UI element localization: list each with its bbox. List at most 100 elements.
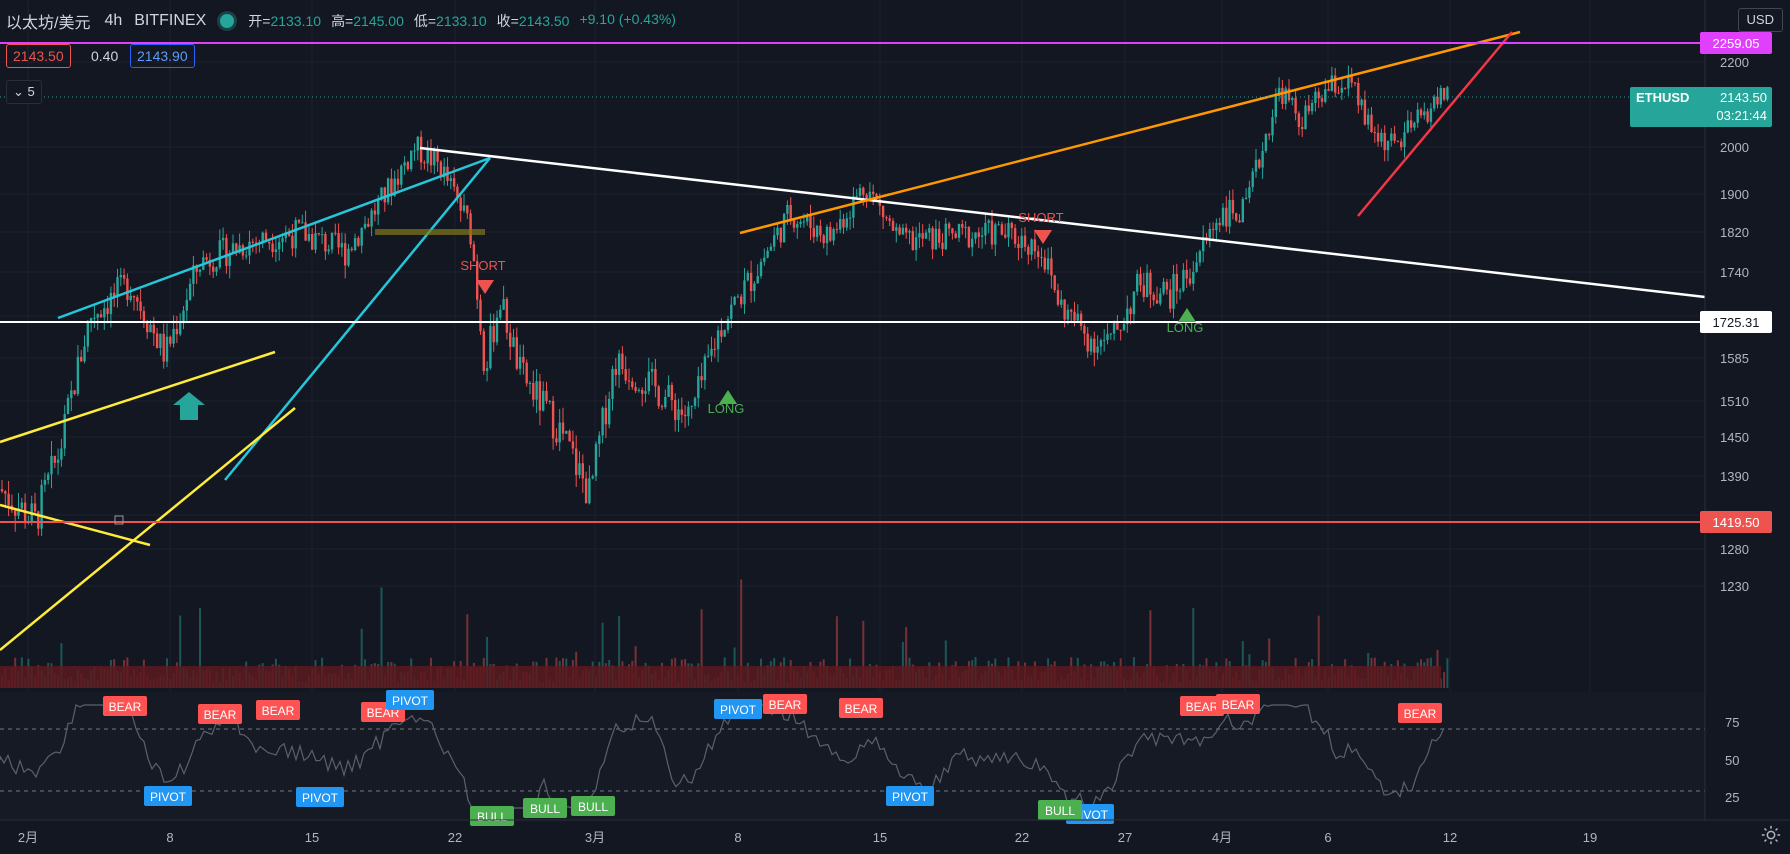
- candle-body: [1050, 258, 1053, 276]
- candle-body: [641, 390, 644, 394]
- candle-body: [37, 511, 40, 529]
- candle-body: [423, 162, 426, 164]
- candle-body: [116, 277, 119, 297]
- currency-button[interactable]: USD: [1737, 8, 1783, 32]
- price-scale-label: 1820: [1720, 225, 1749, 240]
- candle-body: [1419, 109, 1423, 116]
- candle-body: [1159, 293, 1162, 304]
- price-scale-label: 1230: [1720, 579, 1749, 594]
- candle-body: [654, 368, 657, 387]
- osc-label-text: PIVOT: [150, 790, 187, 804]
- candle-body: [1264, 134, 1268, 151]
- candle-body: [363, 223, 367, 229]
- candle-body: [518, 356, 522, 369]
- candle-body: [281, 238, 284, 243]
- candle-body: [228, 254, 231, 266]
- candle-body: [466, 205, 469, 214]
- candle-body: [914, 237, 918, 250]
- osc-label-text: PIVOT: [302, 791, 339, 805]
- white-resistance: [419, 146, 1706, 299]
- volume-bar: [618, 616, 621, 688]
- candle-body: [221, 237, 225, 241]
- time-axis-label: 12: [1443, 830, 1457, 845]
- candle-body: [1060, 299, 1063, 305]
- candle-body: [660, 406, 664, 408]
- candle-body: [1198, 251, 1202, 263]
- low-label: 低=: [413, 13, 437, 29]
- candle-body: [1350, 74, 1353, 83]
- osc-label-box: [296, 787, 344, 807]
- osc-signal-label: PIVOT: [296, 787, 344, 807]
- anchor-marker: [114, 515, 124, 525]
- candle-body: [1413, 122, 1416, 128]
- candles: [0, 65, 1449, 537]
- gear-icon[interactable]: [1760, 824, 1782, 846]
- candle-body: [631, 381, 634, 388]
- buy-price-button[interactable]: 2143.90: [130, 44, 195, 68]
- candle-body: [142, 311, 146, 323]
- candle-body: [842, 219, 845, 228]
- sell-price-button[interactable]: 2143.50: [6, 44, 71, 68]
- candle-body: [545, 390, 548, 402]
- candle-body: [885, 217, 888, 219]
- candle-body: [1284, 88, 1287, 104]
- candle-body: [815, 225, 819, 238]
- candle-body: [1317, 91, 1320, 99]
- osc-label-text: BEAR: [769, 698, 802, 712]
- candle-body: [578, 463, 581, 475]
- candle-body: [855, 196, 858, 198]
- candle-body: [1073, 311, 1076, 321]
- candle-body: [1099, 340, 1103, 347]
- indicators-collapse-button[interactable]: ⌄ 5: [6, 80, 42, 104]
- candle-body: [1287, 88, 1291, 101]
- volume-bar: [601, 622, 604, 688]
- time-axis-label: 3月: [585, 830, 605, 845]
- candle-body: [419, 136, 423, 163]
- candle-body: [535, 381, 538, 400]
- signal-label: SHORT: [460, 258, 505, 273]
- candle-body: [1271, 117, 1274, 136]
- candle-body: [1320, 98, 1324, 102]
- candle-body: [7, 493, 10, 506]
- symbol-title[interactable]: 以太坊/美元: [6, 15, 91, 32]
- candle-body: [301, 222, 304, 224]
- chart-header: 以太坊/美元 4h BITFINEX 开=2133.10 高=2145.00 低…: [6, 10, 676, 32]
- candle-body: [1274, 95, 1277, 118]
- candle-body: [806, 214, 809, 222]
- candle-body: [637, 390, 641, 392]
- candle-body: [1040, 256, 1043, 258]
- osc-label-box: [523, 798, 567, 818]
- candle-body: [743, 280, 746, 305]
- candle-body: [76, 356, 80, 395]
- candle-body: [1386, 140, 1390, 151]
- ohlc-values: 开=2133.10 高=2145.00 低=2133.10 收=2143.50 …: [248, 11, 676, 31]
- candle-body: [66, 398, 70, 414]
- candle-body: [1409, 120, 1413, 128]
- timeframe-label[interactable]: 4h: [104, 12, 123, 29]
- high-label: 高=: [331, 13, 354, 29]
- candle-body: [70, 390, 73, 399]
- candle-body: [377, 199, 380, 215]
- candle-body: [215, 267, 218, 272]
- candle-body: [1406, 120, 1409, 133]
- candle-body: [604, 407, 608, 425]
- candle-body: [687, 406, 690, 417]
- osc-label-text: BULL: [477, 810, 507, 824]
- candle-body: [713, 348, 716, 350]
- candle-body: [1043, 257, 1046, 270]
- candle-body: [921, 233, 924, 239]
- candle-body: [1277, 87, 1281, 96]
- candle-body: [1225, 207, 1228, 227]
- chevron-down-icon: ⌄: [13, 84, 28, 99]
- candle-body: [1106, 334, 1109, 340]
- candle-body: [489, 326, 492, 369]
- candle-body: [1248, 187, 1251, 198]
- candle-body: [1251, 171, 1254, 188]
- candle-body: [730, 304, 733, 319]
- candle-body: [1310, 102, 1314, 112]
- candle-body: [40, 484, 43, 529]
- candle-body: [538, 381, 542, 411]
- candle-body: [1426, 111, 1429, 122]
- candle-body: [598, 435, 601, 444]
